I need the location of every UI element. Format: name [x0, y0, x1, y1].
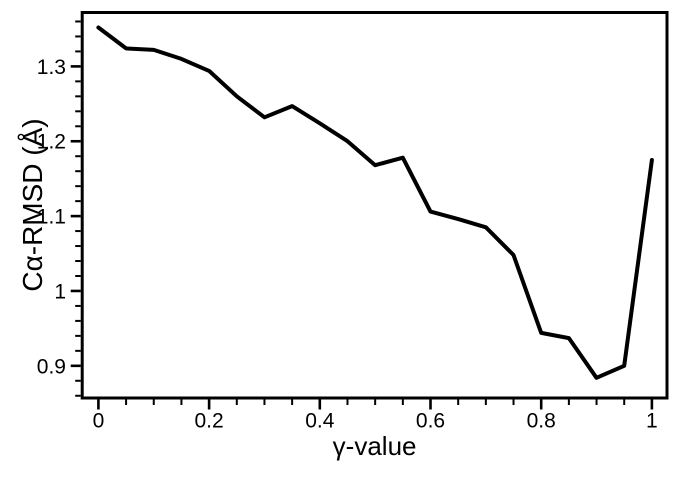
axis-ticks [70, 20, 654, 410]
y-tick-label: 0.9 [37, 355, 66, 378]
axis-tick-labels: 0 0.2 0.4 0.6 0.8 1 0.9 1 1.1 1.2 1.3 [37, 56, 658, 433]
x-tick-label: 0 [93, 410, 105, 433]
y-tick-label: 1.2 [37, 131, 66, 154]
x-tick-label: 0.6 [416, 410, 445, 433]
y-tick-label: 1 [54, 280, 66, 303]
plot-frame [80, 11, 669, 400]
x-axis-title: γ-value [333, 431, 417, 461]
y-tick-label: 1.3 [37, 56, 66, 79]
x-tick-label: 0.4 [305, 410, 335, 433]
y-axis-title: Cα-RMSD (Å) [17, 118, 48, 291]
x-tick-label: 0.8 [527, 410, 556, 433]
data-line [96, 25, 654, 380]
y-tick-label: 1.1 [37, 206, 66, 229]
x-tick-label: 0.2 [195, 410, 224, 433]
x-tick-label: 1 [646, 410, 658, 433]
